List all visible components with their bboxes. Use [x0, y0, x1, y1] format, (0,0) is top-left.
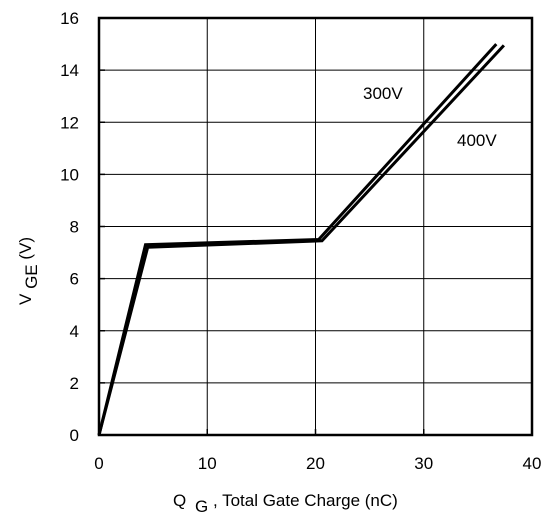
series-group: [97, 43, 505, 436]
y-axis-title-sub: GE: [22, 264, 41, 289]
x-tick-label: 0: [94, 454, 103, 473]
x-tick-label: 40: [523, 454, 542, 473]
y-tick-label: 16: [60, 9, 79, 28]
y-axis-title-rest: (V): [16, 237, 35, 260]
x-tick-label: 30: [414, 454, 433, 473]
y-axis-title-main: V: [16, 293, 35, 305]
y-tick-label: 4: [70, 322, 79, 341]
y-tick-label: 8: [70, 218, 79, 237]
plot-frame: [97, 16, 534, 437]
y-tick-label: 14: [60, 61, 79, 80]
y-tick-labels: 0 2 4 6 8 10 12 14 16: [60, 9, 79, 445]
series-label-400v: 400V: [457, 131, 497, 150]
y-tick-label: 10: [60, 165, 79, 184]
x-tick-label: 20: [306, 454, 325, 473]
x-axis-title-main: Q: [173, 491, 186, 510]
x-axis-title-rest: , Total Gate Charge (nC): [213, 491, 398, 510]
x-tick-label: 10: [198, 454, 217, 473]
grid: [98, 17, 533, 436]
y-tick-label: 6: [70, 270, 79, 289]
x-tick-labels: 0 10 20 30 40: [94, 454, 541, 473]
x-axis-title: Q G , Total Gate Charge (nC): [173, 491, 398, 516]
y-axis-title: V GE (V): [16, 237, 41, 305]
y-tick-label: 2: [70, 374, 79, 393]
x-axis-title-sub: G: [195, 497, 208, 516]
y-tick-label: 0: [70, 426, 79, 445]
y-tick-label: 12: [60, 113, 79, 132]
series-line-300v: [97, 43, 498, 436]
series-label-300v: 300V: [363, 84, 403, 103]
series-line-400v: [97, 44, 505, 436]
